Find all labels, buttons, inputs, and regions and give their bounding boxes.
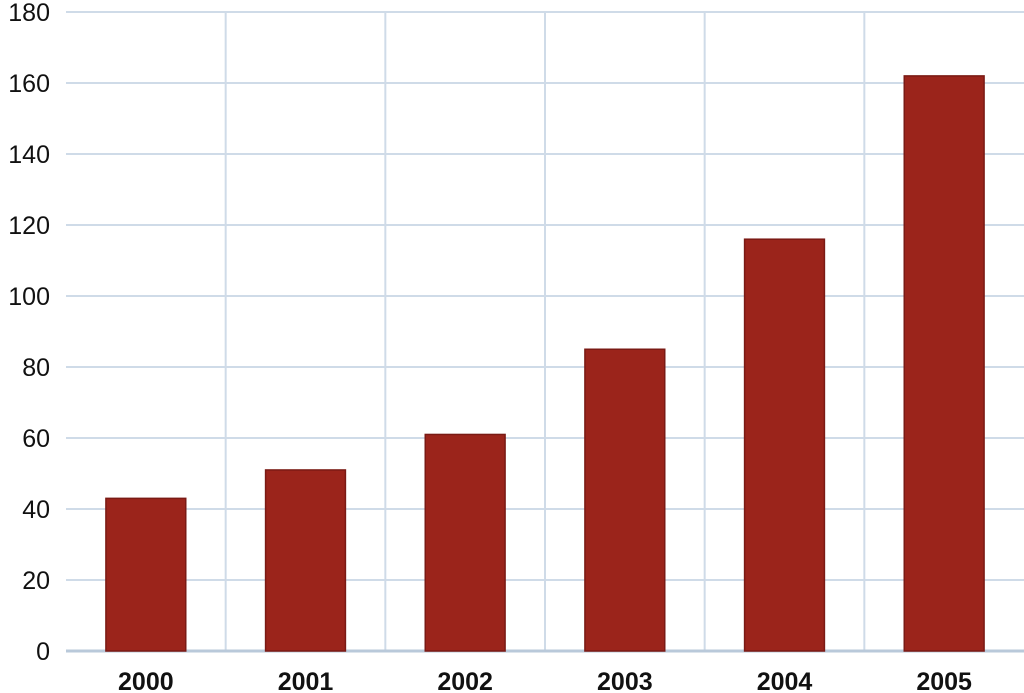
y-tick-label-140: 140	[8, 141, 50, 169]
y-tick-label-160: 160	[8, 70, 50, 98]
y-tick-label-60: 60	[22, 425, 50, 453]
x-tick-label-2003: 2003	[597, 668, 653, 693]
bar-2000	[105, 497, 187, 652]
x-tick-label-2001: 2001	[278, 668, 334, 693]
y-tick-label-0: 0	[36, 638, 50, 666]
y-tick-label-100: 100	[8, 283, 50, 311]
y-tick-label-40: 40	[22, 496, 50, 524]
y-tick-label-120: 120	[8, 212, 50, 240]
y-tick-label-180: 180	[8, 0, 50, 27]
bar-2005	[903, 75, 985, 652]
x-tick-label-2002: 2002	[437, 668, 493, 693]
y-tick-label-20: 20	[22, 567, 50, 595]
bar-2002	[424, 433, 506, 652]
y-axis-ticks: 0 20 40 60 80 100 120 140 160 180	[8, 0, 50, 666]
x-tick-label-2005: 2005	[916, 668, 972, 693]
bars	[105, 75, 985, 652]
bar-2004	[743, 238, 826, 652]
bar-2001	[264, 469, 347, 652]
x-tick-label-2000: 2000	[118, 668, 174, 693]
grid-lines	[66, 11, 1024, 653]
x-axis-ticks: 2000 2001 2002 2003 2004 2005	[118, 668, 972, 693]
y-tick-label-80: 80	[22, 354, 50, 382]
x-tick-label-2004: 2004	[757, 668, 813, 693]
bar-2003	[584, 348, 666, 652]
